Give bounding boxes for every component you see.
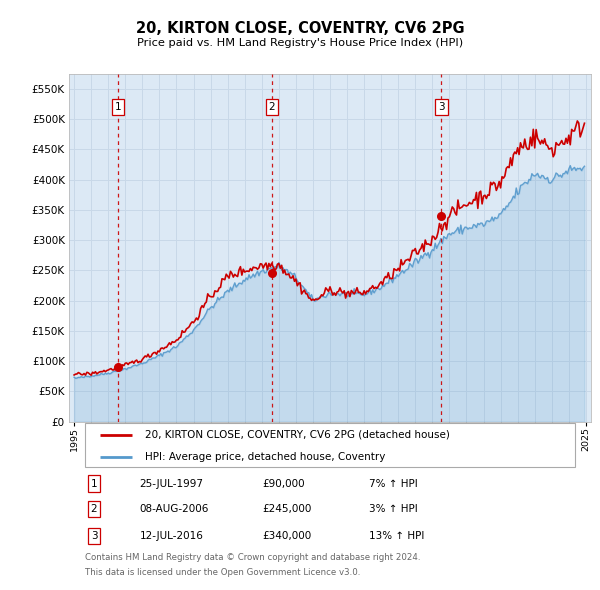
Text: This data is licensed under the Open Government Licence v3.0.: This data is licensed under the Open Gov… — [85, 568, 360, 576]
Text: 12-JUL-2016: 12-JUL-2016 — [139, 531, 203, 541]
Text: 1: 1 — [91, 478, 97, 489]
Text: HPI: Average price, detached house, Coventry: HPI: Average price, detached house, Cove… — [145, 452, 385, 462]
Text: 1: 1 — [115, 102, 121, 112]
FancyBboxPatch shape — [85, 424, 575, 467]
Text: 7% ↑ HPI: 7% ↑ HPI — [369, 478, 418, 489]
Text: £245,000: £245,000 — [262, 504, 311, 514]
Text: 2: 2 — [269, 102, 275, 112]
Text: 3% ↑ HPI: 3% ↑ HPI — [369, 504, 418, 514]
Text: £90,000: £90,000 — [262, 478, 305, 489]
Text: 25-JUL-1997: 25-JUL-1997 — [139, 478, 203, 489]
Text: 13% ↑ HPI: 13% ↑ HPI — [369, 531, 425, 541]
Text: 08-AUG-2006: 08-AUG-2006 — [139, 504, 209, 514]
Text: Price paid vs. HM Land Registry's House Price Index (HPI): Price paid vs. HM Land Registry's House … — [137, 38, 463, 48]
Text: 20, KIRTON CLOSE, COVENTRY, CV6 2PG (detached house): 20, KIRTON CLOSE, COVENTRY, CV6 2PG (det… — [145, 430, 449, 440]
Text: 2: 2 — [91, 504, 97, 514]
Text: £340,000: £340,000 — [262, 531, 311, 541]
Text: Contains HM Land Registry data © Crown copyright and database right 2024.: Contains HM Land Registry data © Crown c… — [85, 553, 420, 562]
Text: 3: 3 — [91, 531, 97, 541]
Text: 3: 3 — [438, 102, 445, 112]
Text: 20, KIRTON CLOSE, COVENTRY, CV6 2PG: 20, KIRTON CLOSE, COVENTRY, CV6 2PG — [136, 21, 464, 35]
